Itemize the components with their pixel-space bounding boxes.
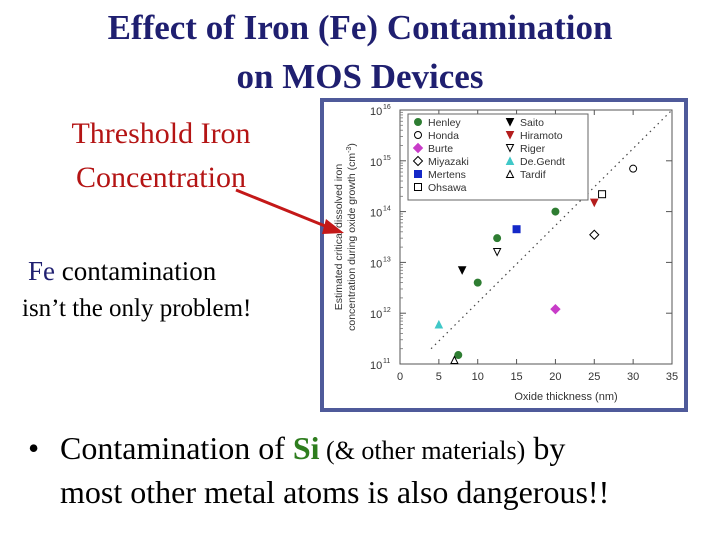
y-axis-label-line-1: Estimated critical dissolved iron [333, 164, 345, 311]
y-tick-exponent: 14 [383, 206, 391, 213]
legend-marker [412, 155, 424, 167]
legend-marker [505, 118, 515, 127]
x-tick-label: 0 [397, 371, 403, 383]
legend-marker [505, 144, 515, 153]
y-tick-exponent: 16 [383, 104, 391, 111]
data-point [550, 303, 561, 315]
y-tick-label: 10 [370, 106, 382, 118]
data-point [551, 207, 560, 216]
y-tick-exponent: 13 [383, 256, 391, 263]
x-tick-label: 35 [666, 371, 678, 383]
legend-label: Saito [520, 117, 544, 129]
data-point [492, 248, 502, 257]
x-axis-label: Oxide thickness (nm) [514, 391, 617, 403]
plot-area [399, 109, 673, 365]
legend-label: Burte [428, 143, 453, 155]
legend-label: Tardif [520, 169, 546, 181]
bullet-text-a: Contamination of [60, 430, 293, 466]
data-point [454, 351, 463, 360]
bullet-line-1: Contamination of Si (& other materials) … [60, 428, 565, 471]
bullet-line-2: most other metal atoms is also dangerous… [60, 474, 610, 510]
x-tick-label: 15 [510, 371, 522, 383]
chart-frame: 0 5 10 15 20 25 30 35 Oxide thickness (nm) 10 11 10… [320, 98, 688, 412]
data-point [598, 190, 607, 199]
y-tick-label: 10 [370, 309, 382, 321]
legend-label: Honda [428, 130, 459, 142]
legend-label: De.Gendt [520, 156, 565, 168]
bullet-symbol: • [28, 430, 40, 466]
legend-marker [414, 131, 422, 139]
data-point [589, 198, 599, 208]
y-axis-label-line-2: concentration during oxide growth (cm-3) [346, 143, 358, 331]
y-tick-exponent: 15 [383, 155, 391, 162]
legend-label: Ohsawa [428, 182, 467, 194]
data-point [512, 225, 521, 234]
y-axis-label-text: concentration during oxide growth (cm [346, 153, 358, 331]
legend-marker [414, 170, 422, 178]
data-point [434, 319, 444, 329]
legend-label: Riger [520, 143, 546, 155]
legend-marker [505, 156, 515, 165]
legend-marker [505, 169, 515, 178]
data-point [457, 266, 467, 275]
threshold-label-line-1: Threshold Iron [71, 117, 251, 150]
legend-marker [414, 118, 422, 126]
x-tick-label: 5 [436, 371, 442, 383]
y-tick-exponent: 11 [383, 358, 390, 365]
threshold-label-line-2: Concentration [76, 161, 246, 194]
legend-box [407, 113, 589, 201]
fe-word: Fe [28, 256, 55, 286]
legend-label: Henley [428, 117, 461, 129]
y-axis-label-close: ) [346, 143, 358, 147]
bullet-paren: (& other materials) [319, 436, 526, 465]
y-tick-label: 10 [370, 157, 382, 169]
y-axis-label-superscript: -3 [346, 147, 353, 153]
y-tick-exponent: 12 [383, 307, 391, 314]
data-point [629, 164, 638, 173]
y-tick-label: 10 [370, 258, 382, 270]
slide-title-line-2: on MOS Devices [236, 57, 484, 96]
legend-label: Hiramoto [520, 130, 563, 142]
data-point [493, 234, 502, 243]
x-tick-label: 10 [472, 371, 484, 383]
legend-label: Mertens [428, 169, 466, 181]
y-tick-label: 10 [370, 208, 382, 220]
data-point [450, 355, 459, 364]
x-tick-label: 25 [588, 371, 600, 383]
data-point [589, 229, 600, 240]
legend-marker [412, 142, 424, 154]
si-word: Si [292, 430, 320, 466]
x-tick-label: 30 [627, 371, 639, 383]
legend-marker [505, 131, 515, 140]
not-only-problem-text: isn’t the only problem! [22, 295, 252, 322]
legend-marker [414, 183, 422, 191]
slide-title-line-1: Effect of Iron (Fe) Contamination [107, 8, 613, 47]
fe-rest: contamination [55, 256, 217, 286]
bullet-text-b: by [525, 430, 566, 466]
x-tick-label: 20 [549, 371, 561, 383]
y-tick-label: 10 [370, 360, 382, 372]
legend-label: Miyazaki [428, 156, 469, 168]
data-point [473, 278, 482, 287]
fe-contamination-text: Fe contamination [28, 255, 216, 287]
